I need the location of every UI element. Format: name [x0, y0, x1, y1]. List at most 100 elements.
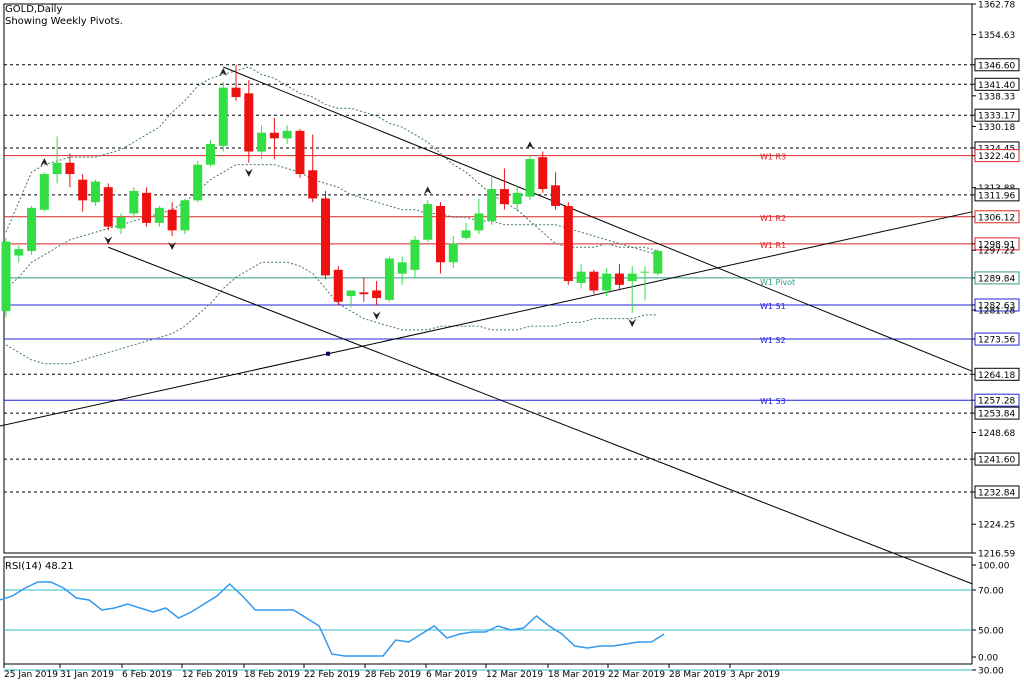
- candle-body: [65, 162, 75, 175]
- candle-body: [410, 239, 420, 270]
- price-axis-label: 1282.63: [978, 301, 1015, 311]
- price-level-box: [974, 149, 1020, 163]
- fractal-up-arrow: [423, 186, 432, 195]
- price-level-box: [974, 188, 1020, 202]
- price-axis-label: 1297.22: [978, 247, 1015, 257]
- price-axis-label: 1298.91: [978, 240, 1015, 250]
- price-level-box: [974, 58, 1020, 72]
- candle-body: [614, 273, 624, 285]
- price-level-box: [974, 271, 1020, 285]
- fractal-up-arrow: [40, 158, 49, 167]
- candle-body: [551, 185, 561, 206]
- candle-body: [295, 130, 305, 175]
- price-axis-label: 1311.96: [978, 191, 1015, 201]
- price-level-box: [974, 452, 1020, 466]
- candle-body: [39, 174, 49, 210]
- candle-body: [474, 213, 484, 231]
- candle-body: [129, 190, 139, 214]
- price-level-box: [974, 406, 1020, 420]
- price-axis-label: 1224.25: [978, 521, 1015, 531]
- price-axis-label: 1253.84: [978, 410, 1015, 420]
- price-level-box: [974, 332, 1020, 346]
- price-level-box: [974, 237, 1020, 251]
- price-axis-label: 1330.18: [978, 123, 1015, 133]
- date-axis-label: 25 Jan 2019: [4, 670, 58, 680]
- price-panel-frame: [3, 3, 973, 554]
- date-axis-label: 3 Apr 2019: [730, 670, 780, 680]
- candle-body: [627, 273, 637, 282]
- candle-body: [52, 162, 62, 175]
- pivot-label: W1 S3: [760, 397, 786, 406]
- rsi-axis-label: 30.00: [978, 667, 1004, 677]
- candle-body: [384, 258, 394, 300]
- candle-body: [487, 189, 497, 221]
- price-axis-label: 1333.17: [978, 112, 1015, 122]
- candle-body: [218, 87, 228, 146]
- fractal-down-arrow: [168, 242, 177, 251]
- candle-body: [269, 132, 279, 139]
- price-level-box: [974, 77, 1020, 91]
- price-axis-label: 1273.56: [978, 336, 1015, 346]
- candle-body: [1, 241, 11, 312]
- price-axis-label: 1341.40: [978, 81, 1015, 91]
- price-level-box: [974, 210, 1020, 224]
- candle-body: [244, 93, 254, 152]
- candle-body: [359, 292, 369, 295]
- candle-body: [167, 209, 177, 231]
- candle-body: [90, 181, 100, 203]
- fractal-up-arrow: [525, 141, 534, 150]
- candle-body: [563, 205, 573, 282]
- price-axis-label: 1264.18: [978, 371, 1015, 381]
- trendline-anchor: [326, 351, 331, 356]
- fractal-down-arrow: [104, 236, 113, 245]
- price-axis-label: 1232.84: [978, 488, 1015, 498]
- candle-body: [448, 243, 458, 263]
- candle-body: [372, 290, 382, 298]
- candle-body: [154, 207, 164, 223]
- date-axis-label: 6 Mar 2019: [426, 670, 478, 680]
- chart-title: GOLD,Daily: [5, 4, 63, 15]
- candle-body: [653, 251, 663, 274]
- price-axis-label: 1362.78: [978, 1, 1015, 11]
- fractal-up-arrow: [219, 68, 228, 77]
- rsi-axis-label: 70.00: [978, 587, 1004, 597]
- price-axis-label: 1241.60: [978, 456, 1015, 466]
- candle-body: [205, 144, 215, 165]
- rsi-line: [0, 581, 665, 657]
- date-axis-label: 22 Mar 2019: [608, 670, 665, 680]
- trendline: [0, 211, 973, 427]
- candle-body: [499, 189, 509, 205]
- price-level-box: [974, 485, 1020, 499]
- pivot-label: W1 S1: [760, 302, 786, 311]
- candle-body: [308, 170, 318, 199]
- candle-body: [423, 204, 433, 240]
- pivot-label: W1 S2: [760, 336, 786, 345]
- date-axis-label: 31 Jan 2019: [60, 670, 114, 680]
- price-axis-label: 1338.33: [978, 92, 1015, 102]
- candle-body: [282, 130, 292, 139]
- date-axis-label: 18 Feb 2019: [244, 670, 300, 680]
- candle-body: [180, 200, 190, 231]
- price-axis-label: 1306.12: [978, 213, 1015, 223]
- pivot-label: W1 R2: [760, 214, 786, 223]
- price-axis-label: 1346.60: [978, 61, 1015, 71]
- price-level-box: [974, 393, 1020, 407]
- candle-body: [333, 269, 343, 302]
- pivot-label: W1 R1: [760, 241, 786, 250]
- pivot-label: W1 Pivot: [760, 278, 795, 287]
- price-axis-label: 1354.63: [978, 31, 1015, 41]
- candle-body: [193, 164, 203, 201]
- rsi-panel-frame: [3, 556, 973, 665]
- fractal-down-arrow: [244, 168, 253, 177]
- date-axis-label: 18 Mar 2019: [548, 670, 605, 680]
- candle-body: [589, 271, 599, 291]
- date-axis-label: 12 Mar 2019: [486, 670, 543, 680]
- candle-body: [321, 198, 330, 276]
- candle-body: [116, 217, 126, 229]
- candle-body: [538, 157, 548, 190]
- rsi-axis-label: 100.00: [978, 562, 1010, 572]
- candle-body: [525, 159, 535, 197]
- date-axis-label: 22 Feb 2019: [304, 670, 360, 680]
- bollinger-upper-band: [5, 66, 658, 252]
